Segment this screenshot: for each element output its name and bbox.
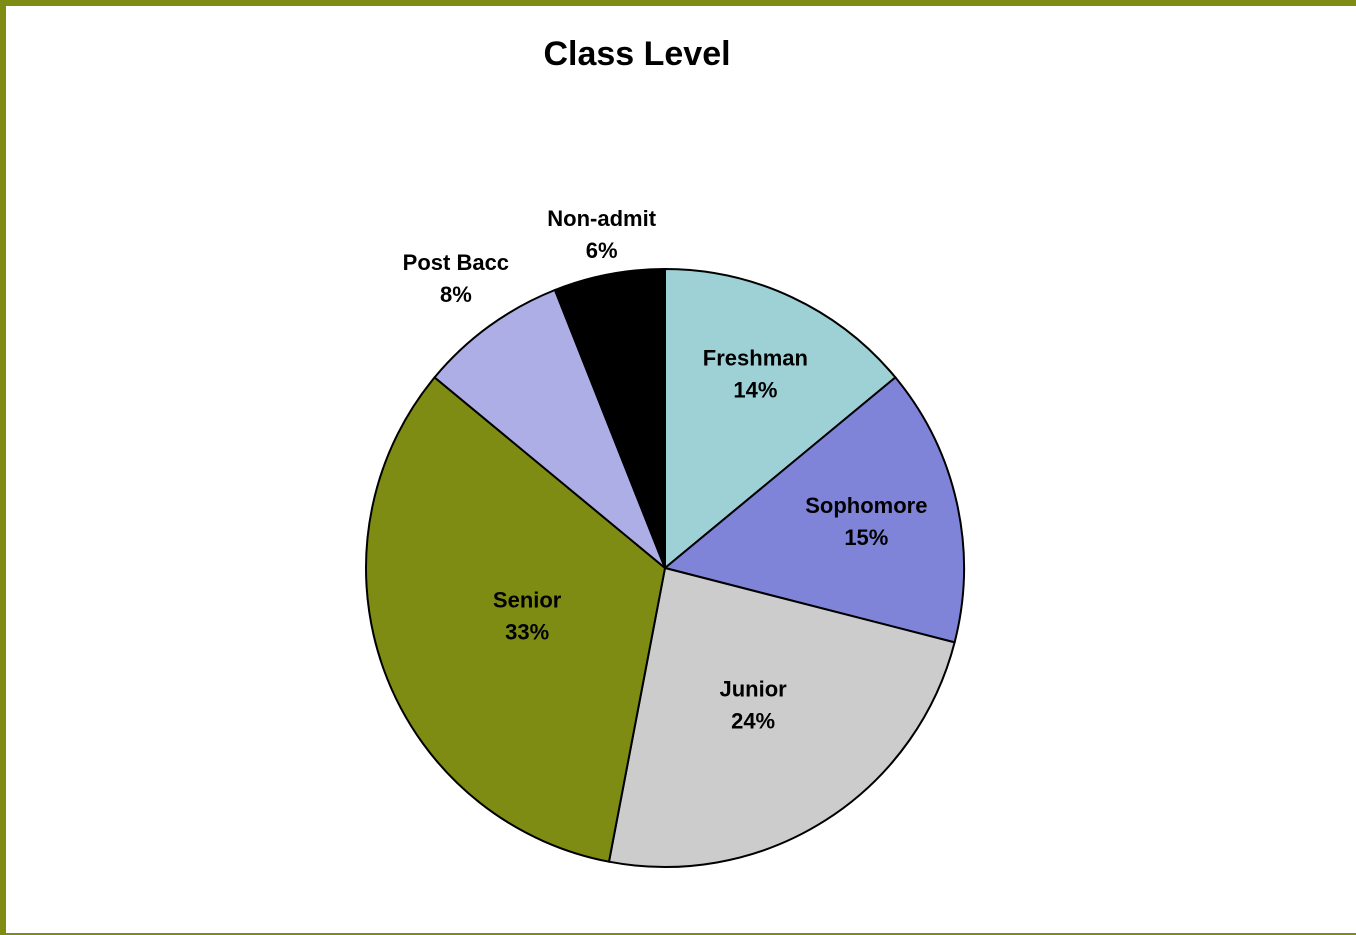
- slice-value-label: 8%: [440, 282, 472, 307]
- pie-slice: [607, 566, 956, 868]
- slice-label: Junior: [719, 677, 787, 702]
- slice-value-label: 14%: [733, 378, 777, 403]
- chart-title: Class Level: [543, 35, 730, 73]
- pie-slice: [433, 288, 666, 569]
- slice-value-label: 24%: [731, 709, 775, 734]
- slice-label: Post Bacc: [403, 250, 509, 275]
- slice-label: Freshman: [703, 346, 808, 371]
- slice-value-label: 33%: [505, 619, 549, 644]
- pie-slice: [662, 376, 965, 644]
- slice-label: Senior: [493, 587, 562, 612]
- pie-slice: [664, 267, 897, 571]
- pie-slice: [553, 267, 666, 569]
- slice-label: Sophomore: [805, 493, 927, 518]
- slice-label: Non-admit: [547, 206, 656, 231]
- pie-slice: [365, 376, 667, 863]
- slice-value-label: 6%: [586, 238, 618, 263]
- slice-value-label: 15%: [844, 525, 888, 550]
